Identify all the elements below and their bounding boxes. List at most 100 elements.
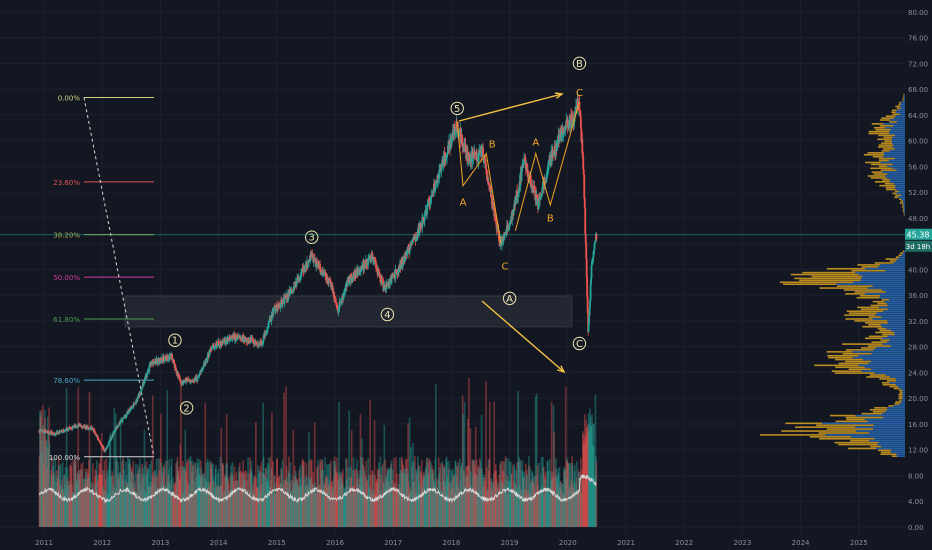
volume-bar — [105, 491, 107, 527]
volume-bar — [446, 461, 448, 527]
candle-body — [521, 163, 524, 168]
candle-body — [210, 349, 213, 351]
volume-bar — [559, 481, 562, 527]
volume-profile-down — [879, 159, 889, 162]
candle-body — [493, 206, 496, 217]
volume-profile-up — [886, 302, 905, 305]
volume-bar — [264, 493, 266, 527]
volume-bar — [200, 468, 203, 527]
candle-body — [277, 304, 280, 307]
volume-profile-up — [889, 298, 905, 301]
candle-body — [438, 170, 441, 179]
volume-bar — [173, 482, 176, 527]
candle-body — [533, 186, 536, 188]
volume-bar — [118, 479, 120, 527]
candle-body — [328, 280, 331, 284]
volume-bar — [474, 473, 477, 527]
volume-profile-down — [856, 296, 880, 299]
volume-bar — [129, 464, 132, 527]
candle-body — [498, 230, 501, 242]
volume-bar — [274, 475, 276, 527]
candle-body — [396, 270, 398, 272]
candle-body — [592, 251, 595, 258]
volume-bar — [418, 482, 421, 527]
candle-body — [526, 169, 529, 176]
fibonacci-retracement[interactable]: 0.00%23.60%38.20%50.00%61.80%78.60%100.0… — [49, 94, 154, 462]
volume-bar — [385, 475, 388, 527]
volume-bar — [278, 490, 281, 527]
candle-body — [474, 153, 477, 155]
candle-body — [47, 431, 50, 434]
volume-bar — [397, 492, 400, 527]
candle-body — [338, 307, 340, 309]
candle-body — [440, 169, 443, 172]
volume-bar — [445, 456, 448, 527]
candle-body — [583, 175, 586, 199]
volume-bar — [186, 458, 189, 527]
volume-bar — [128, 463, 130, 527]
volume-bar — [194, 462, 197, 527]
volume-profile-down — [880, 451, 891, 454]
candle-body — [397, 266, 400, 272]
volume-bar — [551, 478, 553, 527]
volume-bar — [182, 461, 184, 527]
volume-bar — [471, 488, 473, 527]
volume-bar — [484, 481, 486, 527]
volume-bar — [467, 419, 469, 527]
volume-profile-up — [894, 331, 905, 334]
volume-bar — [340, 472, 342, 527]
volume-profile-down — [870, 445, 882, 448]
volume-bar — [494, 470, 497, 527]
volume-bar — [108, 468, 110, 527]
volume-bar — [236, 479, 238, 527]
volume-bar — [178, 467, 180, 527]
volume-bar — [403, 474, 406, 527]
volume-profile-up — [900, 103, 905, 106]
volume-bar — [538, 490, 541, 527]
price-tick-label: 24.00 — [908, 369, 928, 377]
wave-arrows[interactable] — [458, 92, 566, 374]
volume-bar — [462, 414, 464, 527]
volume-profile-down — [870, 167, 893, 170]
volume-profile-down — [873, 173, 888, 175]
price-axis[interactable]: 0.004.008.0012.0016.0020.0024.0028.0032.… — [908, 9, 928, 532]
volume-bar — [350, 430, 353, 527]
volume-bar — [284, 479, 287, 527]
volume-profile-down — [831, 370, 862, 372]
volume-bar — [99, 456, 102, 527]
wave-label-circle — [168, 333, 182, 347]
volume-profile-down — [866, 376, 890, 378]
volume-bar — [421, 479, 424, 527]
candle-body — [400, 259, 403, 269]
candle-body — [136, 397, 139, 401]
volume-bar — [202, 473, 205, 527]
volume-bar — [343, 491, 346, 527]
support-zone[interactable] — [124, 295, 573, 328]
candle-body — [237, 335, 240, 339]
volume-profile-up — [889, 339, 905, 342]
volume-bar — [120, 493, 123, 527]
volume-profile-down — [889, 385, 899, 388]
candle-body — [203, 361, 206, 367]
candle-body — [322, 271, 325, 273]
volume-bar — [582, 441, 585, 527]
candle-body — [481, 147, 483, 151]
time-axis[interactable]: 2011 2012 2013 2014 2015 2016 2017 2018 2019 2020… — [35, 539, 868, 547]
volume-bar — [331, 482, 334, 527]
wave-label: A — [532, 137, 539, 148]
volume-bar — [287, 470, 290, 527]
candle-body — [159, 360, 161, 362]
candle-body — [168, 355, 171, 360]
candle-body — [368, 257, 371, 259]
candle-body — [406, 249, 409, 256]
volume-bar — [77, 387, 80, 527]
volume-bar — [281, 488, 283, 527]
volume-bar — [204, 478, 207, 527]
volume-bar — [189, 456, 192, 527]
volume-bar — [263, 473, 265, 527]
candle-body — [505, 228, 508, 233]
candle-body — [76, 426, 79, 428]
wave-label: 1 — [172, 336, 178, 347]
volume-bar — [283, 487, 286, 527]
